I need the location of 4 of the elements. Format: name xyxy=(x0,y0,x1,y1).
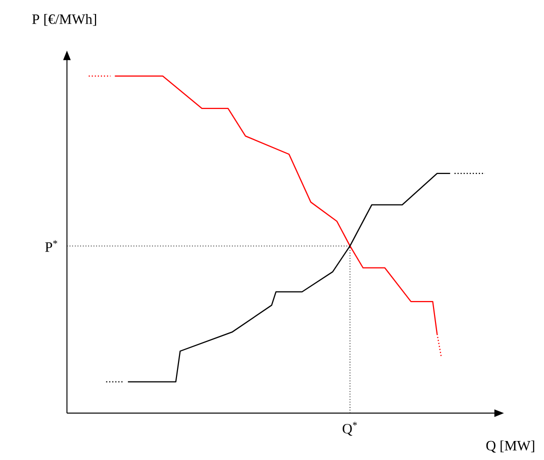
text: Q$^{*}$ xyxy=(342,422,357,436)
y-axis-title: P [€/MWh] xyxy=(32,14,96,26)
ref-line-label: P$^{*}$ xyxy=(45,240,58,252)
x-axis-title: Q [MW] xyxy=(486,440,534,453)
